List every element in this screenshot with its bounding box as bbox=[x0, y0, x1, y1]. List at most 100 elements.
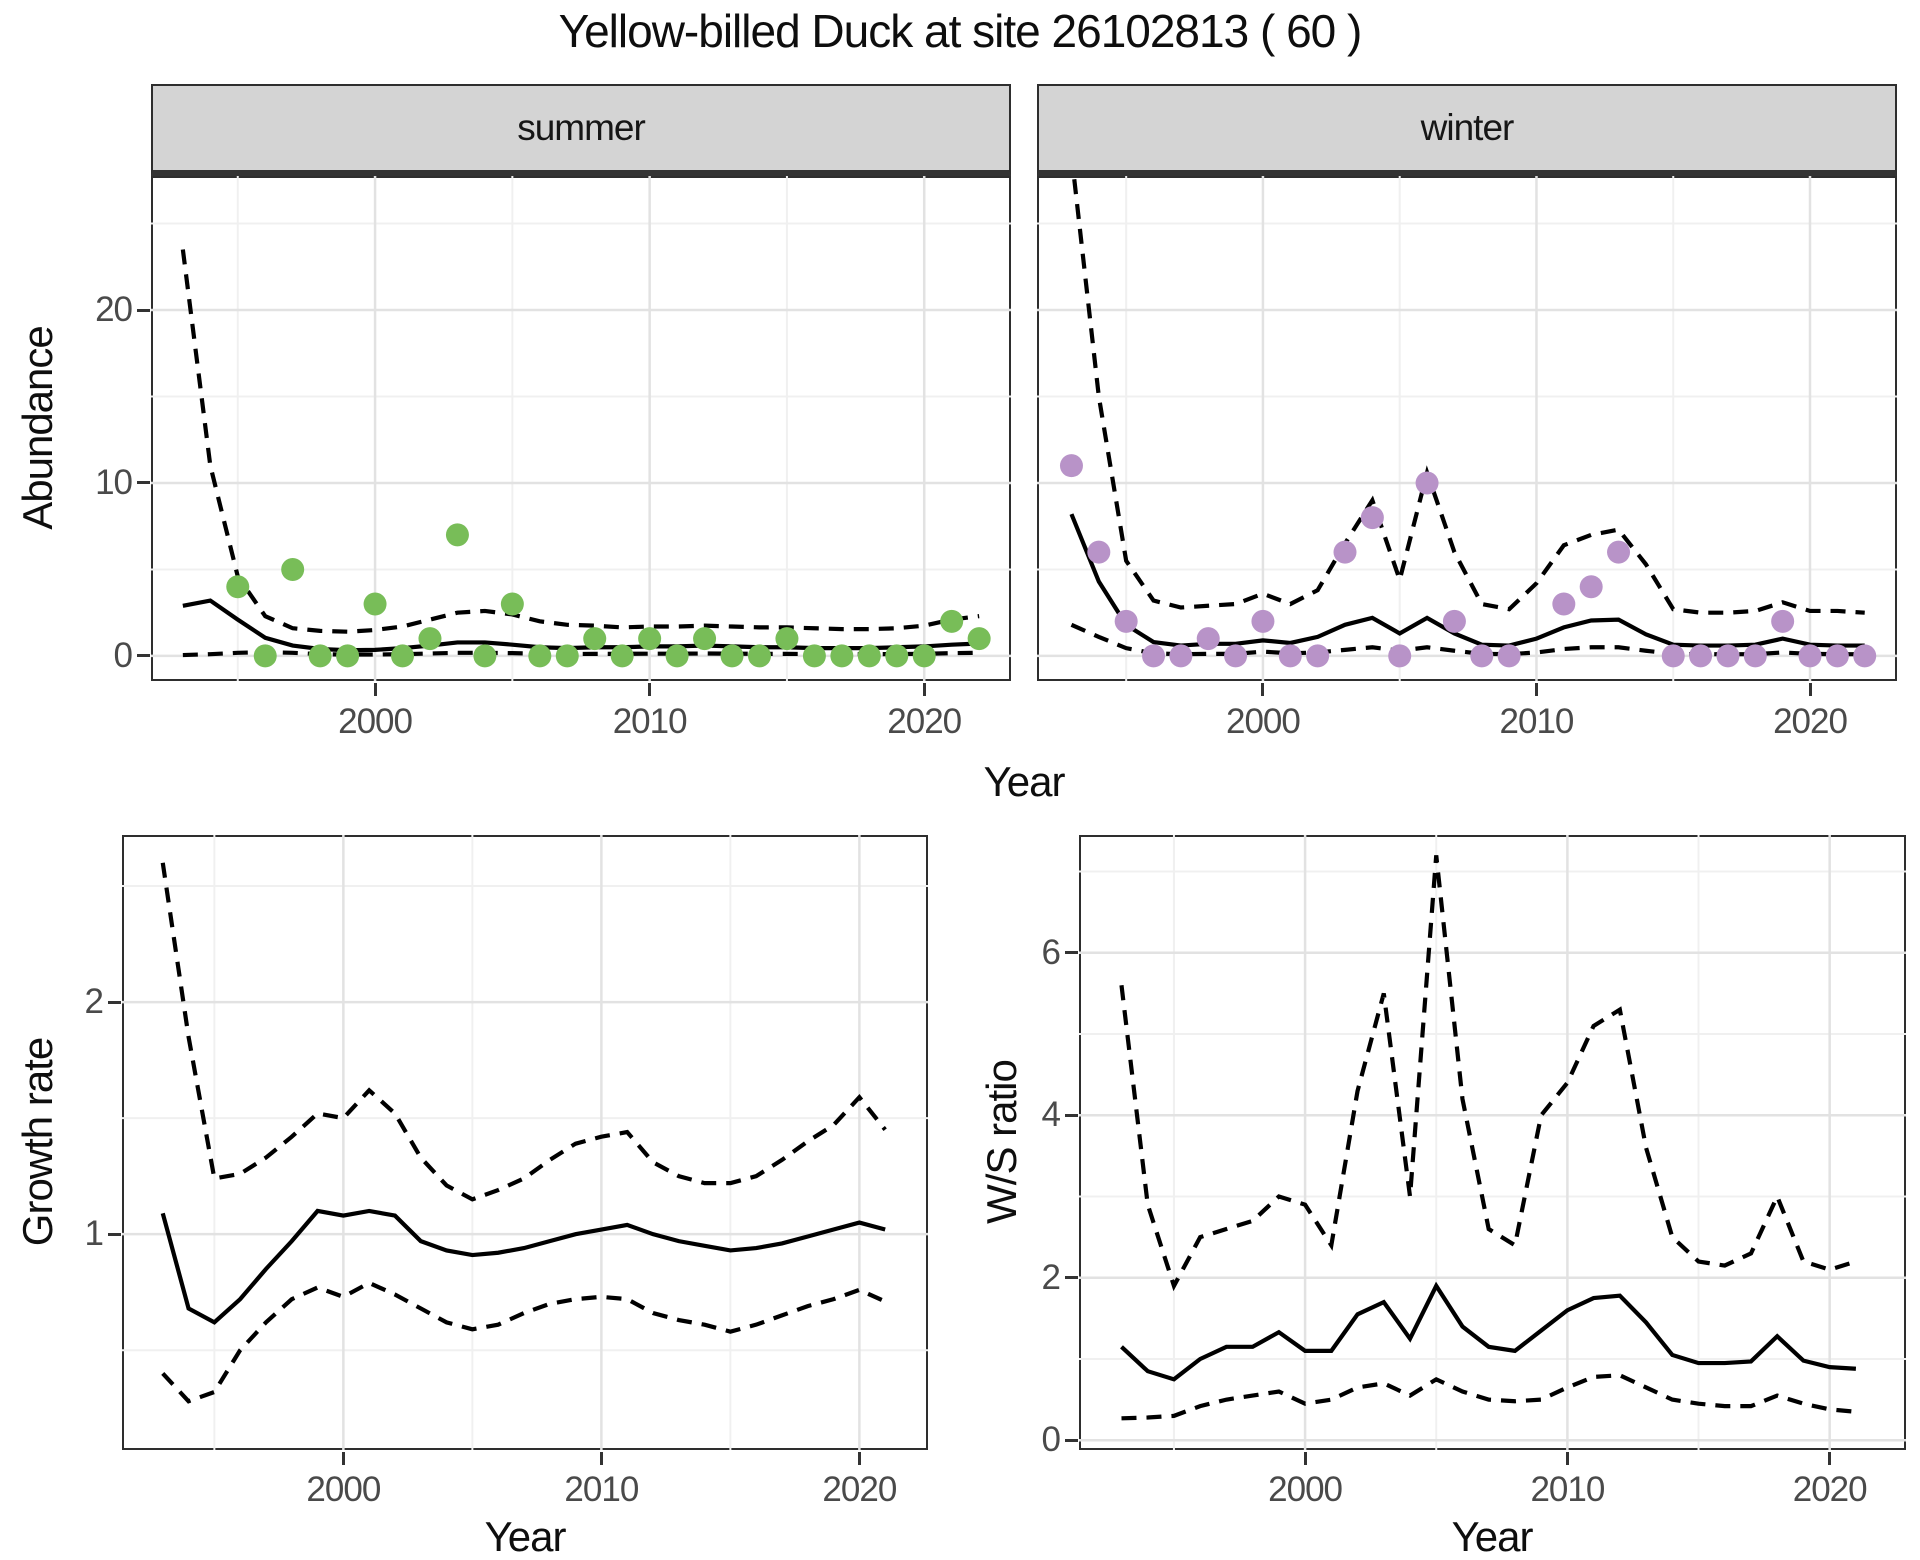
x-tick-label: 2020 bbox=[887, 702, 962, 741]
abundance-winter-observed-point bbox=[1716, 644, 1740, 668]
abundance-winter-observed-point bbox=[1442, 609, 1466, 633]
y-axis-title-ws-ratio: W/S ratio bbox=[978, 1060, 1025, 1224]
abundance-winter-observed-point bbox=[1059, 454, 1083, 478]
x-tick-mark bbox=[1261, 683, 1265, 696]
x-tick-label: 2020 bbox=[1773, 702, 1848, 741]
abundance-summer-observed-point bbox=[638, 627, 662, 651]
y-tick-label: 6 bbox=[1041, 932, 1061, 972]
abundance-winter-fitted_mean-line bbox=[1069, 513, 1865, 648]
facet-label-winter: winter bbox=[1420, 107, 1515, 148]
abundance-winter-observed-point bbox=[1798, 644, 1822, 668]
abundance-summer-observed-point bbox=[391, 644, 415, 668]
abundance-winter-ci_upper-line bbox=[1071, 176, 1865, 615]
abundance-summer-observed-point bbox=[583, 627, 607, 651]
y-tick-mark bbox=[1065, 1438, 1078, 1442]
x-tick-label: 2000 bbox=[306, 1470, 381, 1509]
abundance-winter-observed-point bbox=[1552, 592, 1576, 616]
x-tick-label: 2000 bbox=[338, 702, 413, 741]
abundance-summer-observed-point bbox=[857, 644, 881, 668]
x-tick-label: 2010 bbox=[612, 702, 688, 741]
abundance-winter-observed-point bbox=[1853, 644, 1877, 668]
abundance-winter-observed-point bbox=[1825, 644, 1849, 668]
y-tick-label: 2 bbox=[1041, 1257, 1061, 1297]
facet-strip-summer: summer bbox=[151, 84, 1011, 176]
ws-ratio-fitted_mean-line bbox=[1120, 1281, 1857, 1382]
abundance-winter-observed-point bbox=[1360, 506, 1384, 530]
growth-rate-chart bbox=[122, 835, 928, 1450]
y-tick-label: 20 bbox=[95, 290, 133, 330]
abundance-summer-ci_upper-line bbox=[180, 249, 980, 634]
abundance-winter-observed-point bbox=[1661, 644, 1685, 668]
abundance-winter-observed-point bbox=[1388, 644, 1412, 668]
abundance-winter-ci_lower-line bbox=[1070, 622, 1865, 657]
ws-ratio-ci_lower-line bbox=[1121, 1373, 1857, 1421]
abundance-winter-observed-point bbox=[1497, 644, 1521, 668]
panel-growth-rate bbox=[122, 835, 928, 1450]
y-tick-mark bbox=[137, 481, 150, 485]
y-tick-mark bbox=[1065, 951, 1078, 955]
abundance-winter-observed-point bbox=[1689, 644, 1713, 668]
plot-title: Yellow-billed Duck at site 26102813 ( 60… bbox=[558, 5, 1363, 57]
abundance-winter-observed-point bbox=[1771, 609, 1795, 633]
abundance-summer-observed-point bbox=[473, 644, 497, 668]
abundance-summer-observed-point bbox=[610, 644, 634, 668]
x-tick-mark bbox=[599, 1452, 603, 1465]
growth-rate-ci_upper-line bbox=[160, 862, 887, 1202]
y-tick-mark bbox=[137, 654, 150, 658]
x-tick-mark bbox=[1828, 1452, 1832, 1465]
abundance-winter-observed-point bbox=[1607, 540, 1631, 564]
facet-label-summer: summer bbox=[517, 107, 646, 148]
panel-abundance-summer bbox=[151, 176, 1011, 681]
abundance-summer-observed-point bbox=[555, 644, 579, 668]
x-tick-label: 2020 bbox=[822, 1470, 897, 1509]
x-axis-title-year-top: Year bbox=[983, 758, 1066, 805]
y-tick-mark bbox=[1065, 1113, 1078, 1117]
abundance-winter-observed-point bbox=[1114, 609, 1138, 633]
x-tick-mark bbox=[857, 1452, 861, 1465]
growth-rate-ci_lower-line bbox=[161, 1280, 887, 1404]
abundance-summer-observed-point bbox=[308, 644, 332, 668]
abundance-winter-observed-point bbox=[1142, 644, 1166, 668]
abundance-summer-observed-point bbox=[775, 627, 799, 651]
y-tick-label: 0 bbox=[1041, 1420, 1061, 1460]
x-tick-label: 2020 bbox=[1792, 1470, 1868, 1509]
y-tick-label: 0 bbox=[113, 635, 133, 675]
y-tick-mark bbox=[108, 1232, 121, 1236]
x-tick-mark bbox=[1534, 683, 1538, 696]
abundance-summer-observed-point bbox=[528, 644, 552, 668]
abundance-summer-observed-point bbox=[500, 592, 524, 616]
abundance-winter-observed-point bbox=[1306, 644, 1330, 668]
x-axis-title-year-growth: Year bbox=[484, 1513, 567, 1560]
y-tick-label: 1 bbox=[84, 1214, 104, 1254]
x-tick-mark bbox=[341, 1452, 345, 1465]
abundance-summer-observed-point bbox=[940, 609, 964, 633]
y-tick-label: 10 bbox=[95, 462, 133, 502]
abundance-winter-observed-point bbox=[1251, 609, 1275, 633]
abundance-summer-observed-point bbox=[967, 627, 991, 651]
x-tick-label: 2010 bbox=[1499, 702, 1575, 741]
x-tick-mark bbox=[1808, 683, 1812, 696]
growth-rate-fitted_mean-line bbox=[160, 1208, 886, 1325]
y-tick-mark bbox=[1065, 1276, 1078, 1280]
abundance-summer-observed-point bbox=[693, 627, 717, 651]
abundance-winter-observed-point bbox=[1196, 627, 1220, 651]
abundance-summer-observed-point bbox=[281, 557, 305, 581]
abundance-winter-observed-point bbox=[1169, 644, 1193, 668]
abundance-winter-chart bbox=[1037, 176, 1897, 681]
y-tick-mark bbox=[137, 308, 150, 312]
abundance-summer-observed-point bbox=[802, 644, 826, 668]
facet-strip-winter: winter bbox=[1037, 84, 1897, 176]
ws-ratio-ci_upper-line bbox=[1119, 855, 1857, 1292]
abundance-summer-observed-point bbox=[665, 644, 689, 668]
x-tick-mark bbox=[1303, 1452, 1307, 1465]
abundance-summer-observed-point bbox=[747, 644, 771, 668]
y-tick-mark bbox=[108, 1000, 121, 1004]
abundance-summer-observed-point bbox=[253, 644, 277, 668]
abundance-summer-observed-point bbox=[720, 644, 744, 668]
abundance-summer-chart bbox=[151, 176, 1011, 681]
x-tick-mark bbox=[1565, 1452, 1569, 1465]
abundance-summer-observed-point bbox=[885, 644, 909, 668]
x-tick-label: 2000 bbox=[1226, 702, 1301, 741]
ws-ratio-chart bbox=[1079, 835, 1906, 1450]
